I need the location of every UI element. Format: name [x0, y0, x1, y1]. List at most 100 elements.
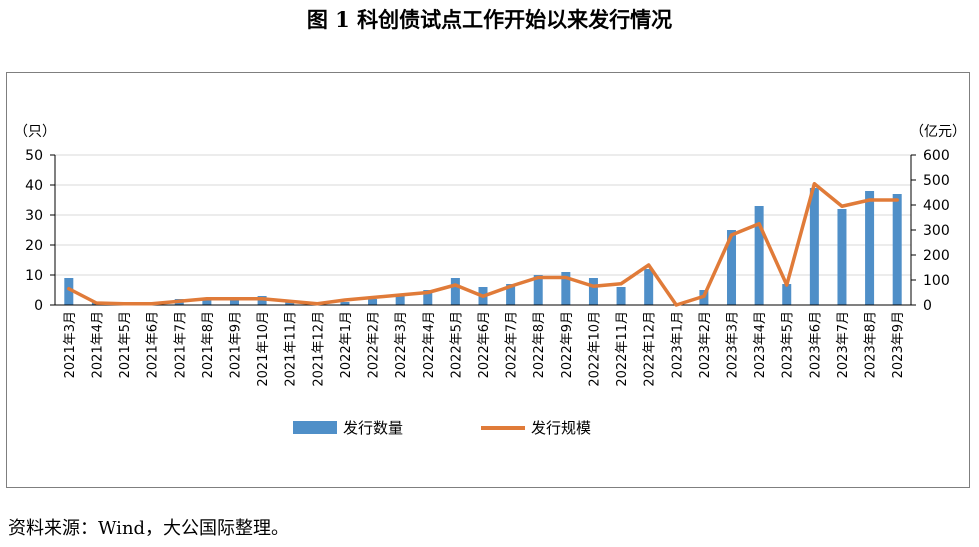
legend-label-line: 发行规模 — [531, 419, 591, 437]
line-point — [647, 263, 651, 267]
line-point — [509, 284, 513, 288]
left-tick-label: 40 — [25, 178, 43, 194]
legend-swatch-bars — [293, 421, 337, 434]
x-tick-label: 2022年8月 — [532, 311, 547, 378]
x-tick-label: 2022年11月 — [615, 311, 630, 387]
x-tick-label: 2021年6月 — [146, 311, 161, 378]
bar — [892, 194, 902, 305]
line-point — [398, 293, 402, 297]
line-point — [536, 276, 540, 279]
x-tick-label: 2023年4月 — [753, 311, 768, 378]
right-tick-label: 600 — [923, 148, 950, 164]
bar — [644, 269, 654, 305]
chart-title: 图 1 科创债试点工作开始以来发行情况 — [306, 7, 673, 32]
bar — [865, 191, 875, 305]
line-point — [785, 283, 789, 287]
bar — [450, 278, 460, 305]
right-tick-label: 400 — [923, 198, 950, 214]
line-point — [564, 276, 568, 279]
bar — [727, 230, 737, 305]
line-point — [812, 182, 816, 186]
line-point — [343, 298, 347, 302]
right-tick-label: 500 — [923, 173, 950, 189]
x-tick-label: 2021年8月 — [201, 311, 216, 378]
line-point — [730, 233, 734, 237]
x-tick-label: 2023年5月 — [781, 311, 796, 378]
left-tick-label: 10 — [25, 268, 43, 284]
bar — [229, 299, 239, 305]
line-point — [868, 198, 872, 202]
chart-frame — [6, 72, 970, 488]
source-note: 资料来源：Wind，大公国际整理。 — [8, 518, 290, 539]
left-tick-label: 20 — [25, 238, 43, 254]
line-point — [757, 222, 761, 226]
bar — [423, 290, 433, 305]
bar — [368, 299, 378, 305]
x-tick-label: 2022年5月 — [449, 311, 464, 378]
x-tick-label: 2021年4月 — [90, 311, 105, 378]
right-tick-label: 200 — [923, 248, 950, 264]
line-point — [371, 296, 375, 299]
x-tick-label: 2021年11月 — [284, 311, 299, 387]
bar — [561, 272, 571, 305]
x-tick-label: 2023年6月 — [808, 311, 823, 378]
line-point — [150, 302, 154, 306]
x-tick-label: 2022年4月 — [422, 311, 437, 378]
x-tick-label: 2022年1月 — [339, 311, 354, 378]
bar — [533, 275, 543, 305]
line-point — [840, 204, 844, 208]
line-point — [288, 299, 292, 303]
x-tick-label: 2021年9月 — [228, 311, 243, 378]
bar — [837, 209, 847, 305]
bar — [64, 278, 74, 305]
line-point — [67, 287, 71, 291]
bar — [395, 296, 405, 305]
x-tick-label: 2022年9月 — [560, 311, 575, 378]
x-tick-label: 2022年6月 — [477, 311, 492, 378]
left-tick-label: 30 — [25, 208, 43, 224]
bar — [588, 278, 598, 305]
line-point — [122, 302, 126, 306]
line-point — [205, 297, 209, 301]
right-tick-label: 100 — [923, 273, 950, 289]
line-point — [481, 294, 485, 298]
line-point — [453, 283, 457, 287]
bar — [506, 284, 516, 305]
line-series — [67, 182, 899, 307]
x-tick-label: 2022年12月 — [643, 311, 658, 387]
x-tick-label: 2023年9月 — [891, 311, 906, 378]
left-axis-unit: （只） — [14, 124, 56, 140]
left-tick-label: 0 — [34, 298, 43, 314]
x-tick-label: 2021年3月 — [63, 311, 78, 378]
bar — [285, 302, 295, 305]
bar — [340, 302, 350, 305]
x-tick-label: 2023年8月 — [864, 311, 879, 378]
x-tick-label: 2023年3月 — [726, 311, 741, 378]
line-point — [702, 294, 706, 298]
x-tick-label: 2021年12月 — [311, 311, 326, 387]
x-tick-label: 2021年7月 — [173, 311, 188, 378]
bar — [782, 284, 792, 305]
line-point — [895, 198, 899, 202]
line-point — [315, 302, 319, 306]
line-point — [426, 291, 430, 294]
x-tick-label: 2022年2月 — [367, 311, 382, 378]
x-tick-label: 2022年7月 — [505, 311, 520, 378]
bar — [616, 287, 626, 305]
x-tick-label: 2021年5月 — [118, 311, 133, 378]
line-point — [619, 282, 623, 286]
right-tick-label: 300 — [923, 223, 950, 239]
x-tick-label: 2021年10月 — [256, 311, 271, 387]
left-tick-label: 50 — [25, 148, 43, 164]
line-point — [260, 297, 264, 301]
x-tick-label: 2023年1月 — [670, 311, 685, 378]
bar — [202, 299, 212, 305]
x-tick-label: 2022年3月 — [394, 311, 409, 378]
line-point — [94, 301, 98, 305]
line-point — [177, 299, 181, 303]
line-point — [232, 297, 236, 301]
x-tick-label: 2022年10月 — [587, 311, 602, 387]
x-tick-label: 2023年7月 — [836, 311, 851, 378]
legend-label-bars: 发行数量 — [343, 419, 403, 437]
